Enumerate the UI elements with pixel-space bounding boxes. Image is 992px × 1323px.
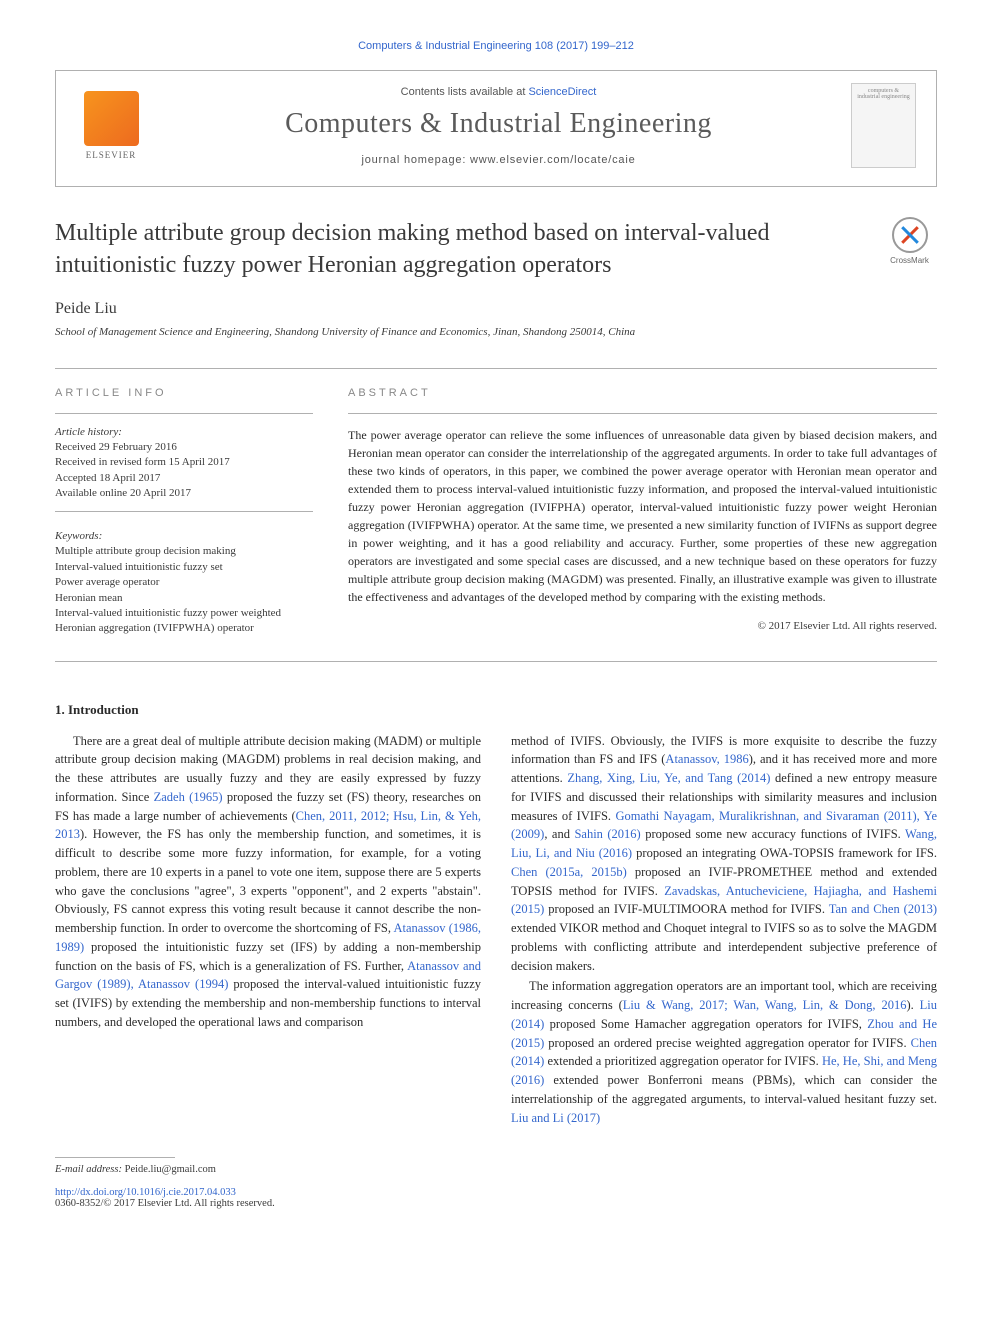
body-text: proposed an IVIF-MULTIMOORA method for I… [544, 902, 828, 916]
abstract-copyright: © 2017 Elsevier Ltd. All rights reserved… [348, 620, 937, 632]
divider [55, 511, 313, 512]
keyword-item: Heronian mean [55, 591, 313, 606]
author-email[interactable]: Peide.liu@gmail.com [125, 1164, 216, 1175]
intro-paragraph: There are a great deal of multiple attri… [55, 732, 481, 1032]
keyword-item: Interval-valued intuitionistic fuzzy set [55, 560, 313, 575]
body-text: proposed an integrating OWA-TOPSIS frame… [632, 846, 937, 860]
divider [55, 661, 937, 662]
keyword-item: Power average operator [55, 575, 313, 590]
body-text: , and [544, 827, 574, 841]
citation-link[interactable]: Zhang, Xing, Liu, Ye, and Tang (2014) [567, 771, 770, 785]
body-column-right: method of IVIFS. Obviously, the IVIFS is… [511, 732, 937, 1130]
paper-title: Multiple attribute group decision making… [55, 217, 862, 282]
article-info-label: ARTICLE INFO [55, 387, 313, 399]
citation-link[interactable]: Sahin (2016) [574, 827, 640, 841]
title-row: Multiple attribute group decision making… [55, 217, 937, 282]
email-line: E-mail address: Peide.liu@gmail.com [55, 1164, 937, 1175]
abstract-text: The power average operator can relieve t… [348, 426, 937, 606]
header-center: Contents lists available at ScienceDirec… [166, 86, 831, 166]
journal-header-inner: ELSEVIER Contents lists available at Sci… [56, 71, 936, 186]
history-item: Available online 20 April 2017 [55, 486, 313, 501]
author-name: Peide Liu [55, 300, 937, 318]
body-text: extended power Bonferroni means (PBMs), … [511, 1073, 937, 1106]
divider [55, 368, 937, 369]
journal-homepage-line: journal homepage: www.elsevier.com/locat… [166, 154, 831, 166]
citation-link[interactable]: Tan and Chen (2013) [829, 902, 937, 916]
footer-divider [55, 1157, 175, 1158]
keyword-item: Interval-valued intuitionistic fuzzy pow… [55, 606, 313, 637]
contents-available-line: Contents lists available at ScienceDirec… [166, 86, 831, 98]
page-footer: E-mail address: Peide.liu@gmail.com http… [55, 1157, 937, 1209]
journal-header-box: ELSEVIER Contents lists available at Sci… [55, 70, 937, 187]
citation-link[interactable]: Liu & Wang, 2017; Wan, Wang, Lin, & Dong… [623, 998, 907, 1012]
intro-paragraph-2: The information aggregation operators ar… [511, 977, 937, 1127]
body-two-column: There are a great deal of multiple attri… [55, 732, 937, 1130]
journal-name: Computers & Industrial Engineering [166, 108, 831, 140]
body-text: proposed some new accuracy functions of … [641, 827, 905, 841]
body-column-left: There are a great deal of multiple attri… [55, 732, 481, 1130]
history-label: Article history: [55, 426, 313, 438]
body-text: extended VIKOR method and Choquet integr… [511, 921, 937, 973]
crossmark-icon [892, 217, 928, 253]
keyword-item: Multiple attribute group decision making [55, 544, 313, 559]
citation-link[interactable]: Liu and Li (2017) [511, 1111, 600, 1125]
crossmark-label: CrossMark [890, 256, 929, 265]
citation-link[interactable]: Zadeh (1965) [154, 790, 223, 804]
elsevier-label: ELSEVIER [86, 150, 137, 160]
sciencedirect-link[interactable]: ScienceDirect [528, 86, 596, 98]
issn-copyright: 0360-8352/© 2017 Elsevier Ltd. All right… [55, 1198, 937, 1209]
journal-cover-thumbnail: computers & industrial engineering [851, 83, 916, 168]
contents-text: Contents lists available at [401, 86, 529, 98]
citation-link[interactable]: Atanassov, 1986 [665, 752, 748, 766]
paper-page: Computers & Industrial Engineering 108 (… [0, 0, 992, 1239]
crossmark-badge[interactable]: CrossMark [882, 217, 937, 272]
keywords-label: Keywords: [55, 530, 313, 542]
homepage-label: journal homepage: [361, 154, 470, 166]
elsevier-tree-icon [84, 91, 139, 146]
abstract-label: ABSTRACT [348, 387, 937, 399]
abstract-column: ABSTRACT The power average operator can … [348, 387, 937, 637]
history-item: Received in revised form 15 April 2017 [55, 455, 313, 470]
info-abstract-row: ARTICLE INFO Article history: Received 2… [55, 387, 937, 637]
body-text: proposed Some Hamacher aggregation opera… [544, 1017, 867, 1031]
email-label: E-mail address: [55, 1164, 125, 1175]
intro-heading: 1. Introduction [55, 702, 937, 718]
doi-link[interactable]: http://dx.doi.org/10.1016/j.cie.2017.04.… [55, 1187, 937, 1198]
top-citation: Computers & Industrial Engineering 108 (… [55, 40, 937, 52]
intro-paragraph-cont: method of IVIFS. Obviously, the IVIFS is… [511, 732, 937, 976]
homepage-url[interactable]: www.elsevier.com/locate/caie [470, 154, 635, 166]
history-item: Accepted 18 April 2017 [55, 471, 313, 486]
history-item: Received 29 February 2016 [55, 440, 313, 455]
body-text: proposed an ordered precise weighted agg… [544, 1036, 910, 1050]
body-text: ). However, the FS has only the membersh… [55, 827, 481, 935]
author-affiliation: School of Management Science and Enginee… [55, 326, 937, 338]
elsevier-logo: ELSEVIER [76, 86, 146, 166]
citation-link[interactable]: Chen (2015a, 2015b) [511, 865, 627, 879]
body-text: extended a prioritized aggregation opera… [544, 1054, 822, 1068]
body-text: ). [906, 998, 919, 1012]
article-info-column: ARTICLE INFO Article history: Received 2… [55, 387, 313, 637]
